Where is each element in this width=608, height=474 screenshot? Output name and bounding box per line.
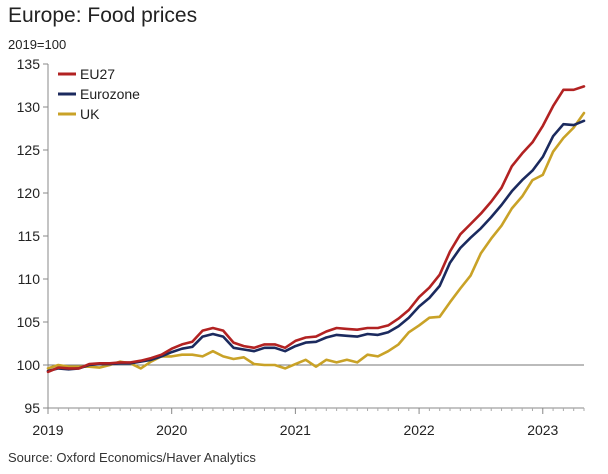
x-tick-label: 2020 [156,422,187,438]
y-tick-label: 95 [24,400,40,416]
x-tick-label: 2022 [404,422,435,438]
legend-label-eurozone: Eurozone [80,86,140,102]
y-tick-label: 125 [17,142,41,158]
y-tick-label: 115 [18,228,41,244]
x-tick-label: 2021 [280,422,311,438]
y-axis-unit-label: 2019=100 [8,37,67,52]
series-line-eurozone [46,119,586,373]
y-tick-label: 120 [17,185,41,201]
y-tick-label: 100 [17,357,41,373]
y-tick-label: 105 [17,314,41,330]
legend-label-eu27: EU27 [80,66,115,82]
y-tick-label: 110 [18,271,41,287]
chart-series-lines [46,85,586,374]
source-note: Source: Oxford Economics/Haver Analytics [8,450,256,465]
series-line-eu27 [46,85,586,374]
x-tick-label: 2019 [32,422,63,438]
x-tick-label: 2023 [527,422,558,438]
y-tick-label: 135 [17,56,41,72]
series-line-uk [46,111,586,370]
y-tick-label: 130 [17,99,41,115]
page-title: Europe: Food prices [8,4,198,27]
chart-legend: EU27 Eurozone UK [58,66,140,122]
chart-axes: 95 100 105 110 115 120 125 130 135 2019 2020 2021 20… [17,56,585,438]
legend-label-uk: UK [80,106,100,122]
